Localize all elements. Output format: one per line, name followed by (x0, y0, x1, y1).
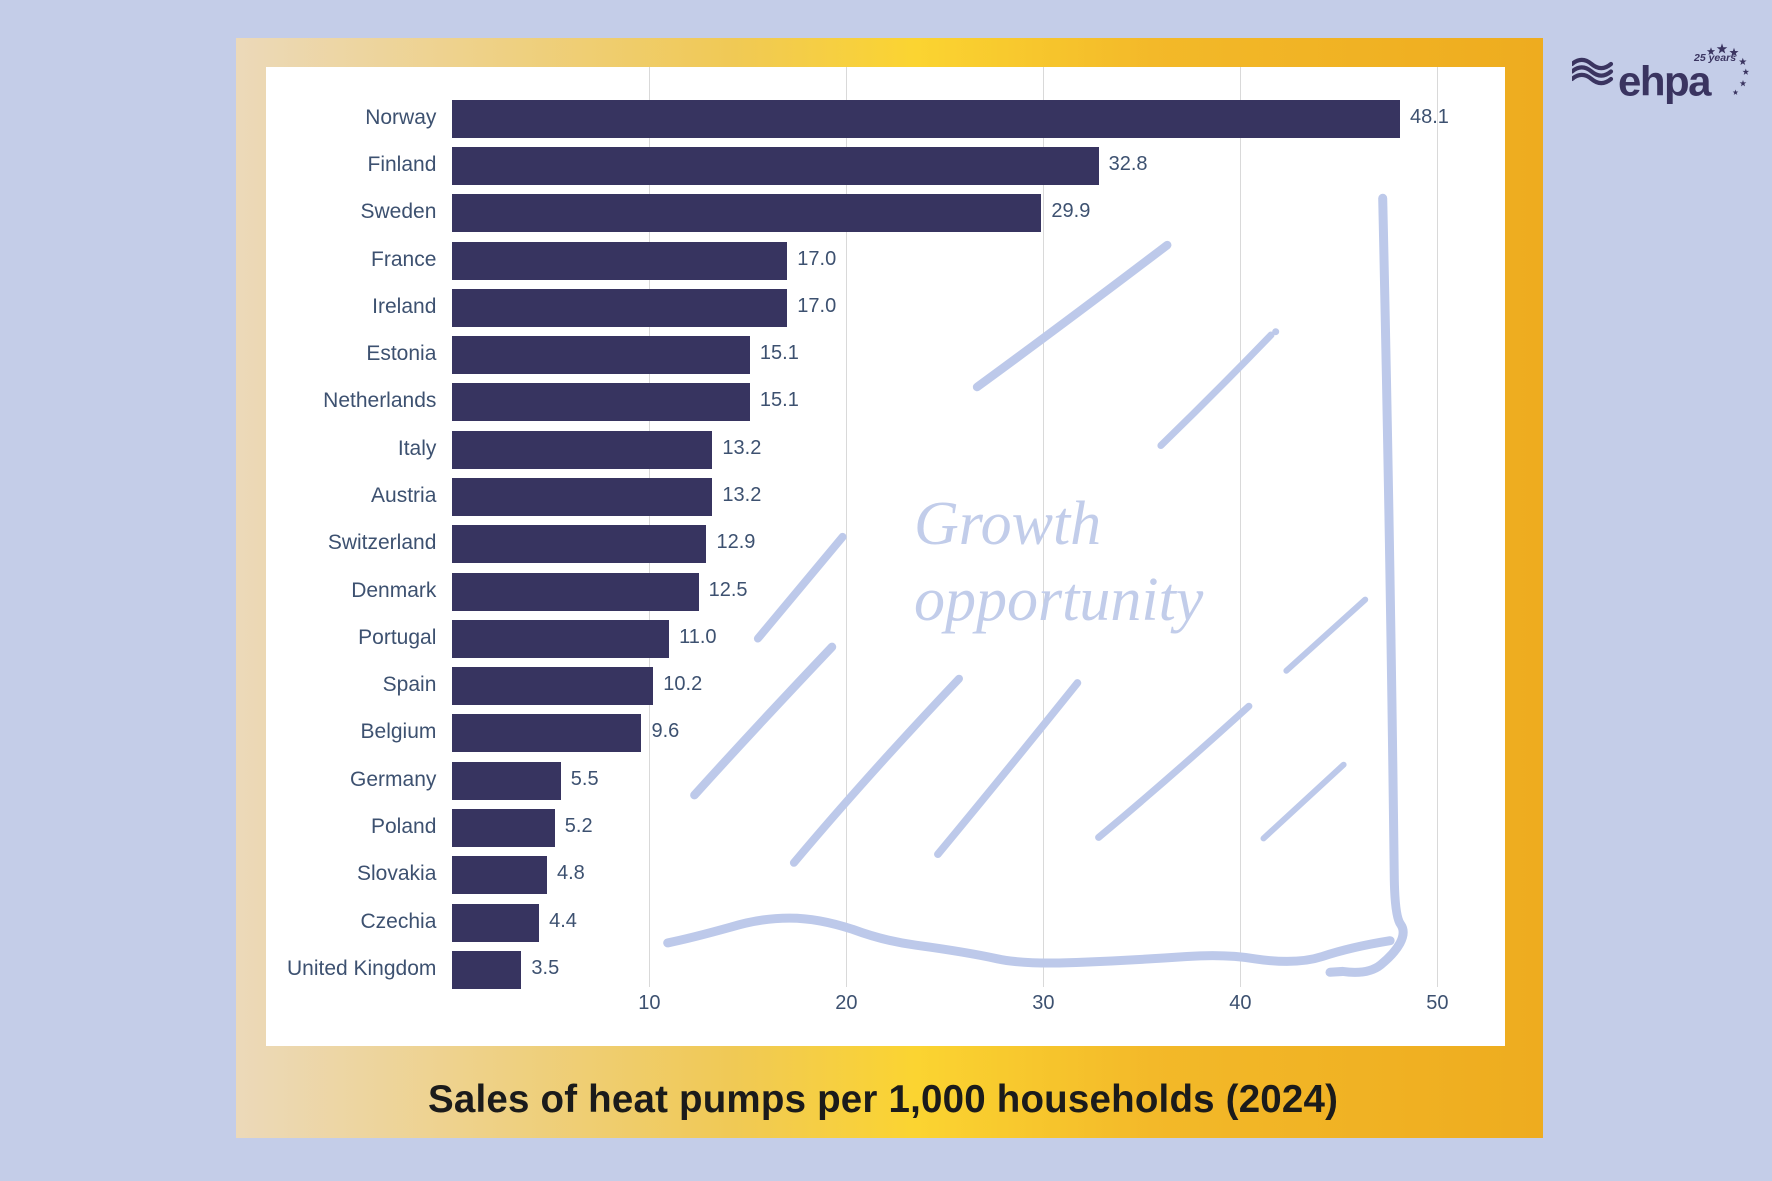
svg-text:ehpa: ehpa (1618, 58, 1712, 105)
svg-text:25 years: 25 years (1693, 52, 1736, 64)
